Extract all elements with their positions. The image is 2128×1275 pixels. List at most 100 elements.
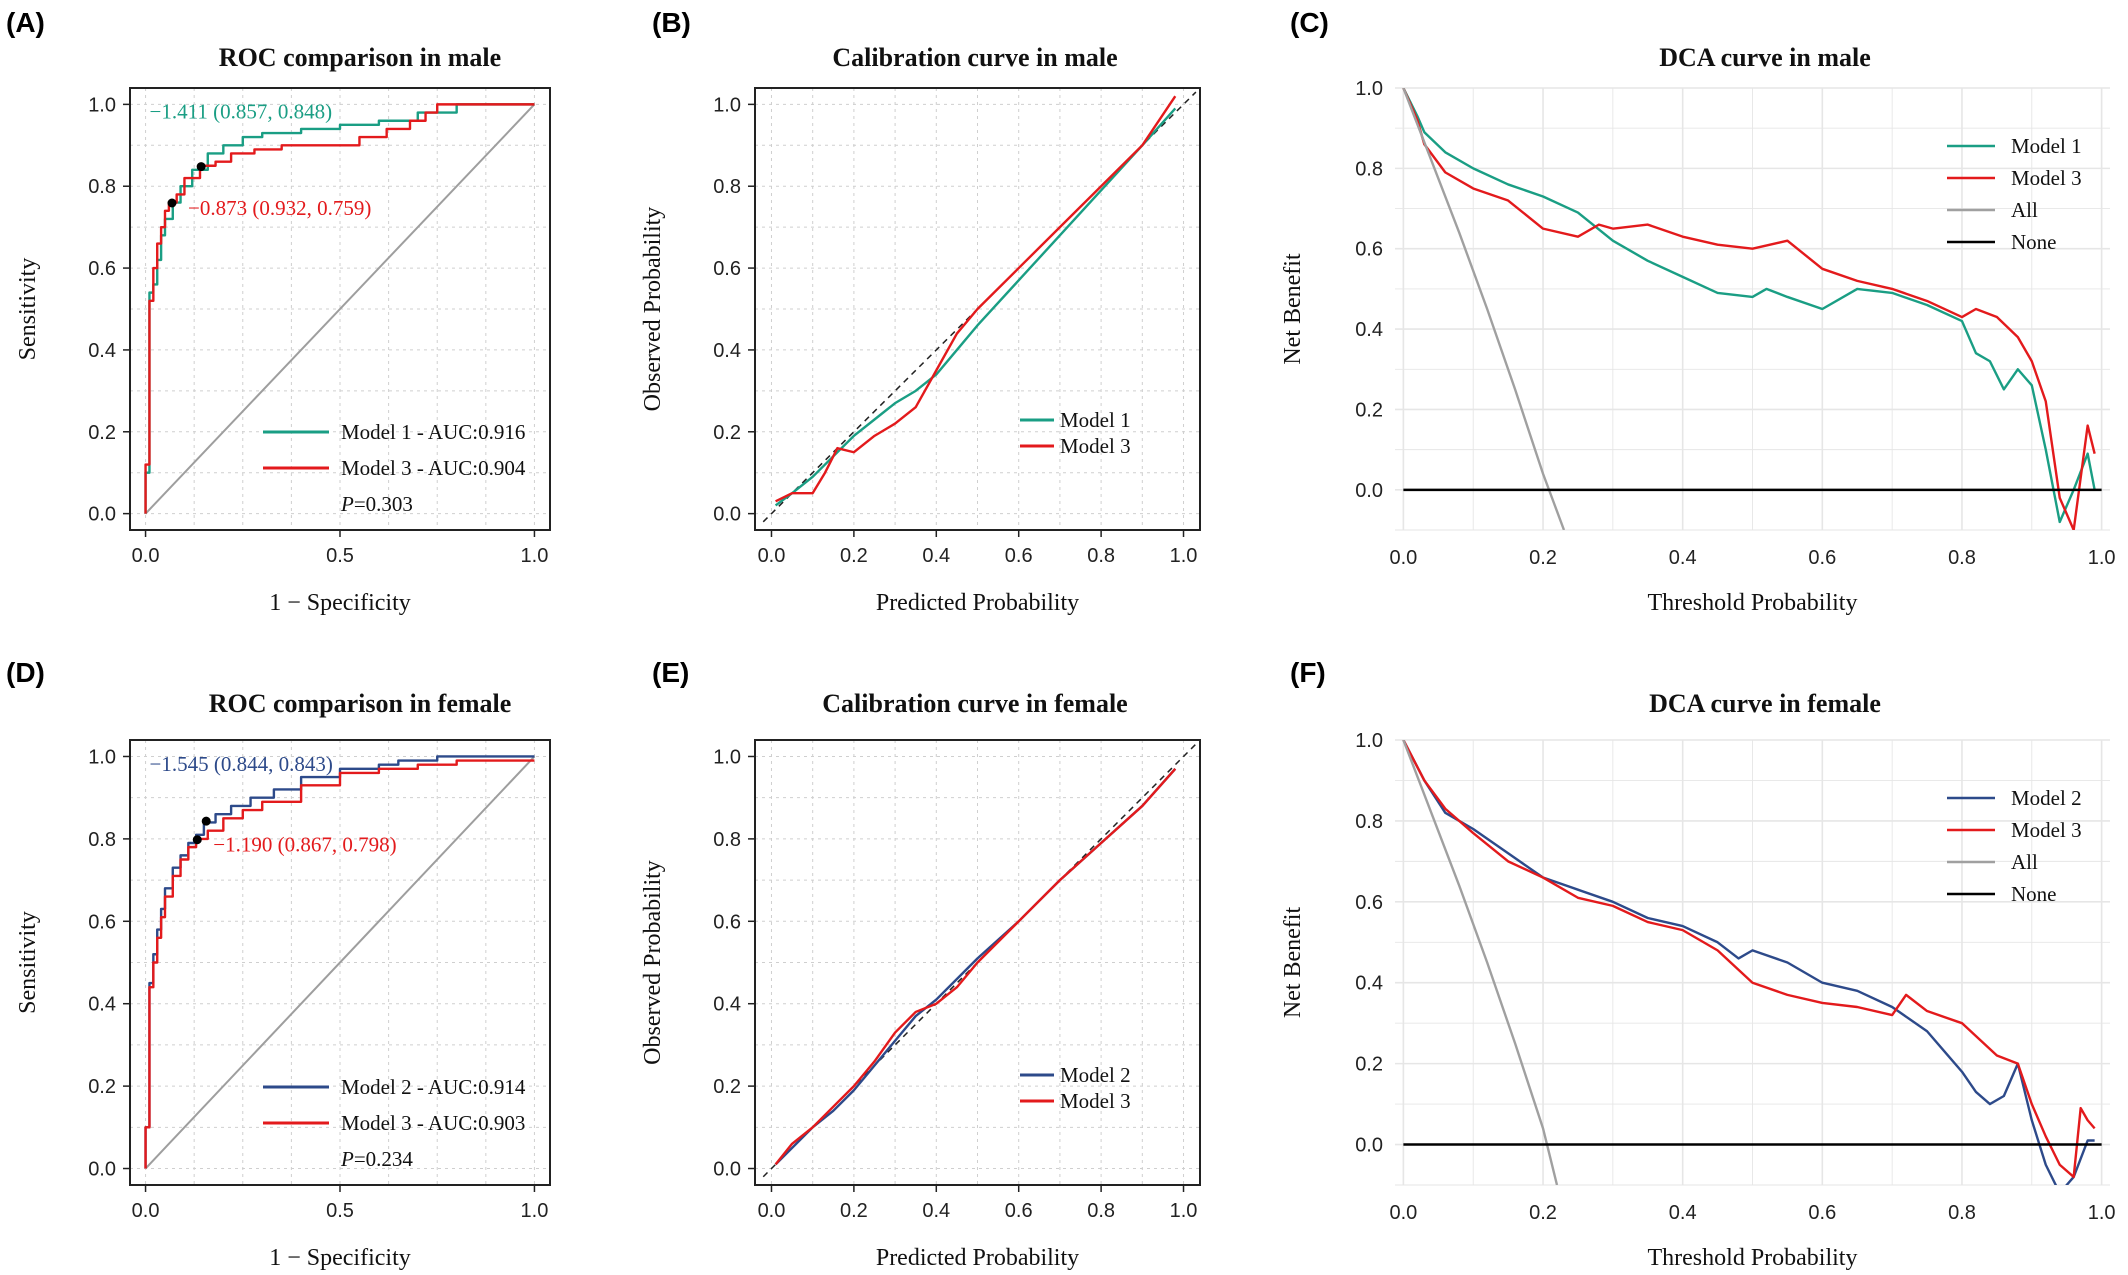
y-tick-label: 1.0 [1355, 730, 1383, 752]
ticks: 0.0 0.5 1.0 0.0 0.2 0.4 0.6 0.8 1.0 [88, 746, 548, 1222]
plot-area [762, 743, 1197, 1178]
x-tick-label: 0.0 [1389, 547, 1417, 569]
chart-title: Calibration curve in male [832, 43, 1117, 72]
y-tick-label: 0.8 [713, 829, 741, 851]
series-line-2 [144, 103, 535, 514]
plot-area [144, 103, 536, 515]
threshold-annotation: −1.545 (0.844, 0.843) [150, 752, 333, 776]
y-tick-label: 0.8 [88, 176, 116, 198]
x-axis-label: Threshold Probability [1648, 1245, 1858, 1271]
series-line-2 [775, 95, 1177, 503]
threshold-annotation: −1.190 (0.867, 0.798) [213, 832, 396, 856]
y-tick-label: 0.2 [1355, 399, 1383, 421]
panel-label: (A) [6, 7, 45, 38]
y-tick-label: 0.2 [88, 422, 116, 444]
x-tick-label: 0.0 [1389, 1202, 1417, 1224]
reference-diagonal [144, 755, 536, 1170]
y-axis-label: Observed Probability [640, 860, 666, 1065]
ticks: 0.0 0.2 0.4 0.6 0.8 1.0 0.0 0.2 0.4 0.6 0.8 1.0 [713, 94, 1197, 567]
y-tick-label: 0.8 [713, 176, 741, 198]
legend-entry: Model 2 - AUC:0.914 [341, 1075, 526, 1099]
ticks: 0.0 0.5 1.0 0.0 0.2 0.4 0.6 0.8 1.0 [88, 94, 548, 567]
x-tick-label: 0.8 [1948, 547, 1976, 569]
series-line-1 [774, 107, 1177, 507]
x-tick-label: 0.4 [1669, 547, 1697, 569]
x-axis-label: 1 − Specificity [269, 1245, 411, 1271]
x-tick-label: 1.0 [521, 545, 549, 567]
x-tick-label: 0.6 [1005, 545, 1033, 567]
ticks: 0.0 0.2 0.4 0.6 0.8 1.0 0.0 0.2 0.4 0.6 0.8 1.0 [1355, 730, 2115, 1224]
panel-label: (B) [652, 7, 691, 38]
y-tick-label: 0.8 [1355, 158, 1383, 180]
panel-6: (F) DCA curve in female 0.0 0.2 0.4 0.6 0.8 1.0… [1280, 657, 2116, 1271]
panel-2: (B) Calibration curve in male 0.0 0.2 0.4 0.6… [640, 7, 1201, 616]
legend-entry: Model 3 - AUC:0.904 [341, 456, 526, 480]
ticks: 0.0 0.2 0.4 0.6 0.8 1.0 0.0 0.2 0.4 0.6 0.8 1.0 [713, 746, 1197, 1222]
x-tick-label: 0.2 [840, 1200, 868, 1222]
legend-entry: None [2011, 230, 2057, 254]
x-tick-label: 0.8 [1087, 1200, 1115, 1222]
chart-title: DCA curve in male [1659, 43, 1871, 72]
p-value: =0.303 [354, 492, 413, 516]
legend-entry: Model 3 [1060, 1089, 1131, 1113]
y-tick-label: 0.0 [88, 504, 116, 526]
legend-entry: All [2011, 850, 2038, 874]
y-tick-label: 0.4 [713, 340, 741, 362]
legend-entry: Model 1 [2011, 134, 2082, 158]
series-line-2 [1402, 740, 2096, 1179]
ticks: 0.0 0.2 0.4 0.6 0.8 1.0 0.0 0.2 0.4 0.6 0.8 1.0 [1355, 78, 2115, 569]
x-tick-label: 0.2 [840, 545, 868, 567]
legend-entry: Model 2 [2011, 786, 2082, 810]
plot-frame [754, 739, 1201, 1186]
x-tick-label: 0.0 [758, 1200, 786, 1222]
legend-entry: Model 3 [2011, 818, 2082, 842]
panel-label: (C) [1290, 7, 1329, 38]
y-tick-label: 0.2 [1355, 1054, 1383, 1076]
x-tick-label: 0.6 [1808, 1202, 1836, 1224]
threshold-annotation: −0.873 (0.932, 0.759) [188, 196, 371, 220]
x-tick-label: 0.6 [1005, 1200, 1033, 1222]
series-line-3 [1402, 88, 1566, 530]
legend-entry: Model 1 - AUC:0.916 [341, 420, 525, 444]
y-axis-label: Sensitivity [15, 911, 41, 1014]
legend: Model 2 - AUC:0.914 Model 3 - AUC:0.903 P=… [263, 1075, 526, 1171]
p-value-text: P=0.303 [340, 492, 413, 516]
legend-entry: None [2011, 882, 2057, 906]
chart-title: Calibration curve in female [822, 689, 1127, 718]
y-tick-label: 0.4 [88, 340, 116, 362]
y-axis-label: Net Benefit [1280, 907, 1306, 1019]
p-label: P [340, 492, 354, 516]
legend: Model 2 Model 3 All None [1947, 786, 2082, 906]
x-axis-label: Predicted Probability [876, 1245, 1079, 1271]
threshold-annotation: −1.411 (0.857, 0.848) [150, 100, 333, 124]
y-tick-label: 0.6 [88, 258, 116, 280]
x-tick-label: 0.4 [922, 1200, 950, 1222]
x-tick-label: 0.5 [326, 1200, 354, 1222]
x-tick-label: 0.0 [132, 1200, 160, 1222]
y-tick-label: 0.0 [713, 1159, 741, 1181]
y-tick-label: 0.8 [1355, 811, 1383, 833]
plot-area [1402, 88, 2102, 530]
grid [1395, 739, 2110, 1186]
threshold-point [167, 198, 177, 208]
x-tick-label: 0.4 [922, 545, 950, 567]
y-tick-label: 0.6 [1355, 892, 1383, 914]
y-tick-label: 1.0 [713, 94, 741, 116]
x-tick-label: 1.0 [2088, 547, 2116, 569]
y-axis-label: Sensitivity [15, 258, 41, 361]
y-tick-label: 0.2 [713, 422, 741, 444]
legend: Model 1 Model 3 All None [1947, 134, 2082, 254]
legend: Model 1 - AUC:0.916 Model 3 - AUC:0.904 P=… [263, 420, 526, 516]
y-tick-label: 0.4 [1355, 319, 1383, 341]
series-line-2 [1402, 88, 2096, 530]
y-axis-label: Net Benefit [1280, 253, 1306, 365]
legend-entry: Model 3 - AUC:0.903 [341, 1111, 525, 1135]
panel-label: (E) [652, 657, 689, 688]
x-axis-label: 1 − Specificity [269, 590, 411, 616]
x-tick-label: 1.0 [1170, 1200, 1198, 1222]
p-value: =0.234 [354, 1147, 414, 1171]
p-value-text: P=0.234 [340, 1147, 413, 1171]
